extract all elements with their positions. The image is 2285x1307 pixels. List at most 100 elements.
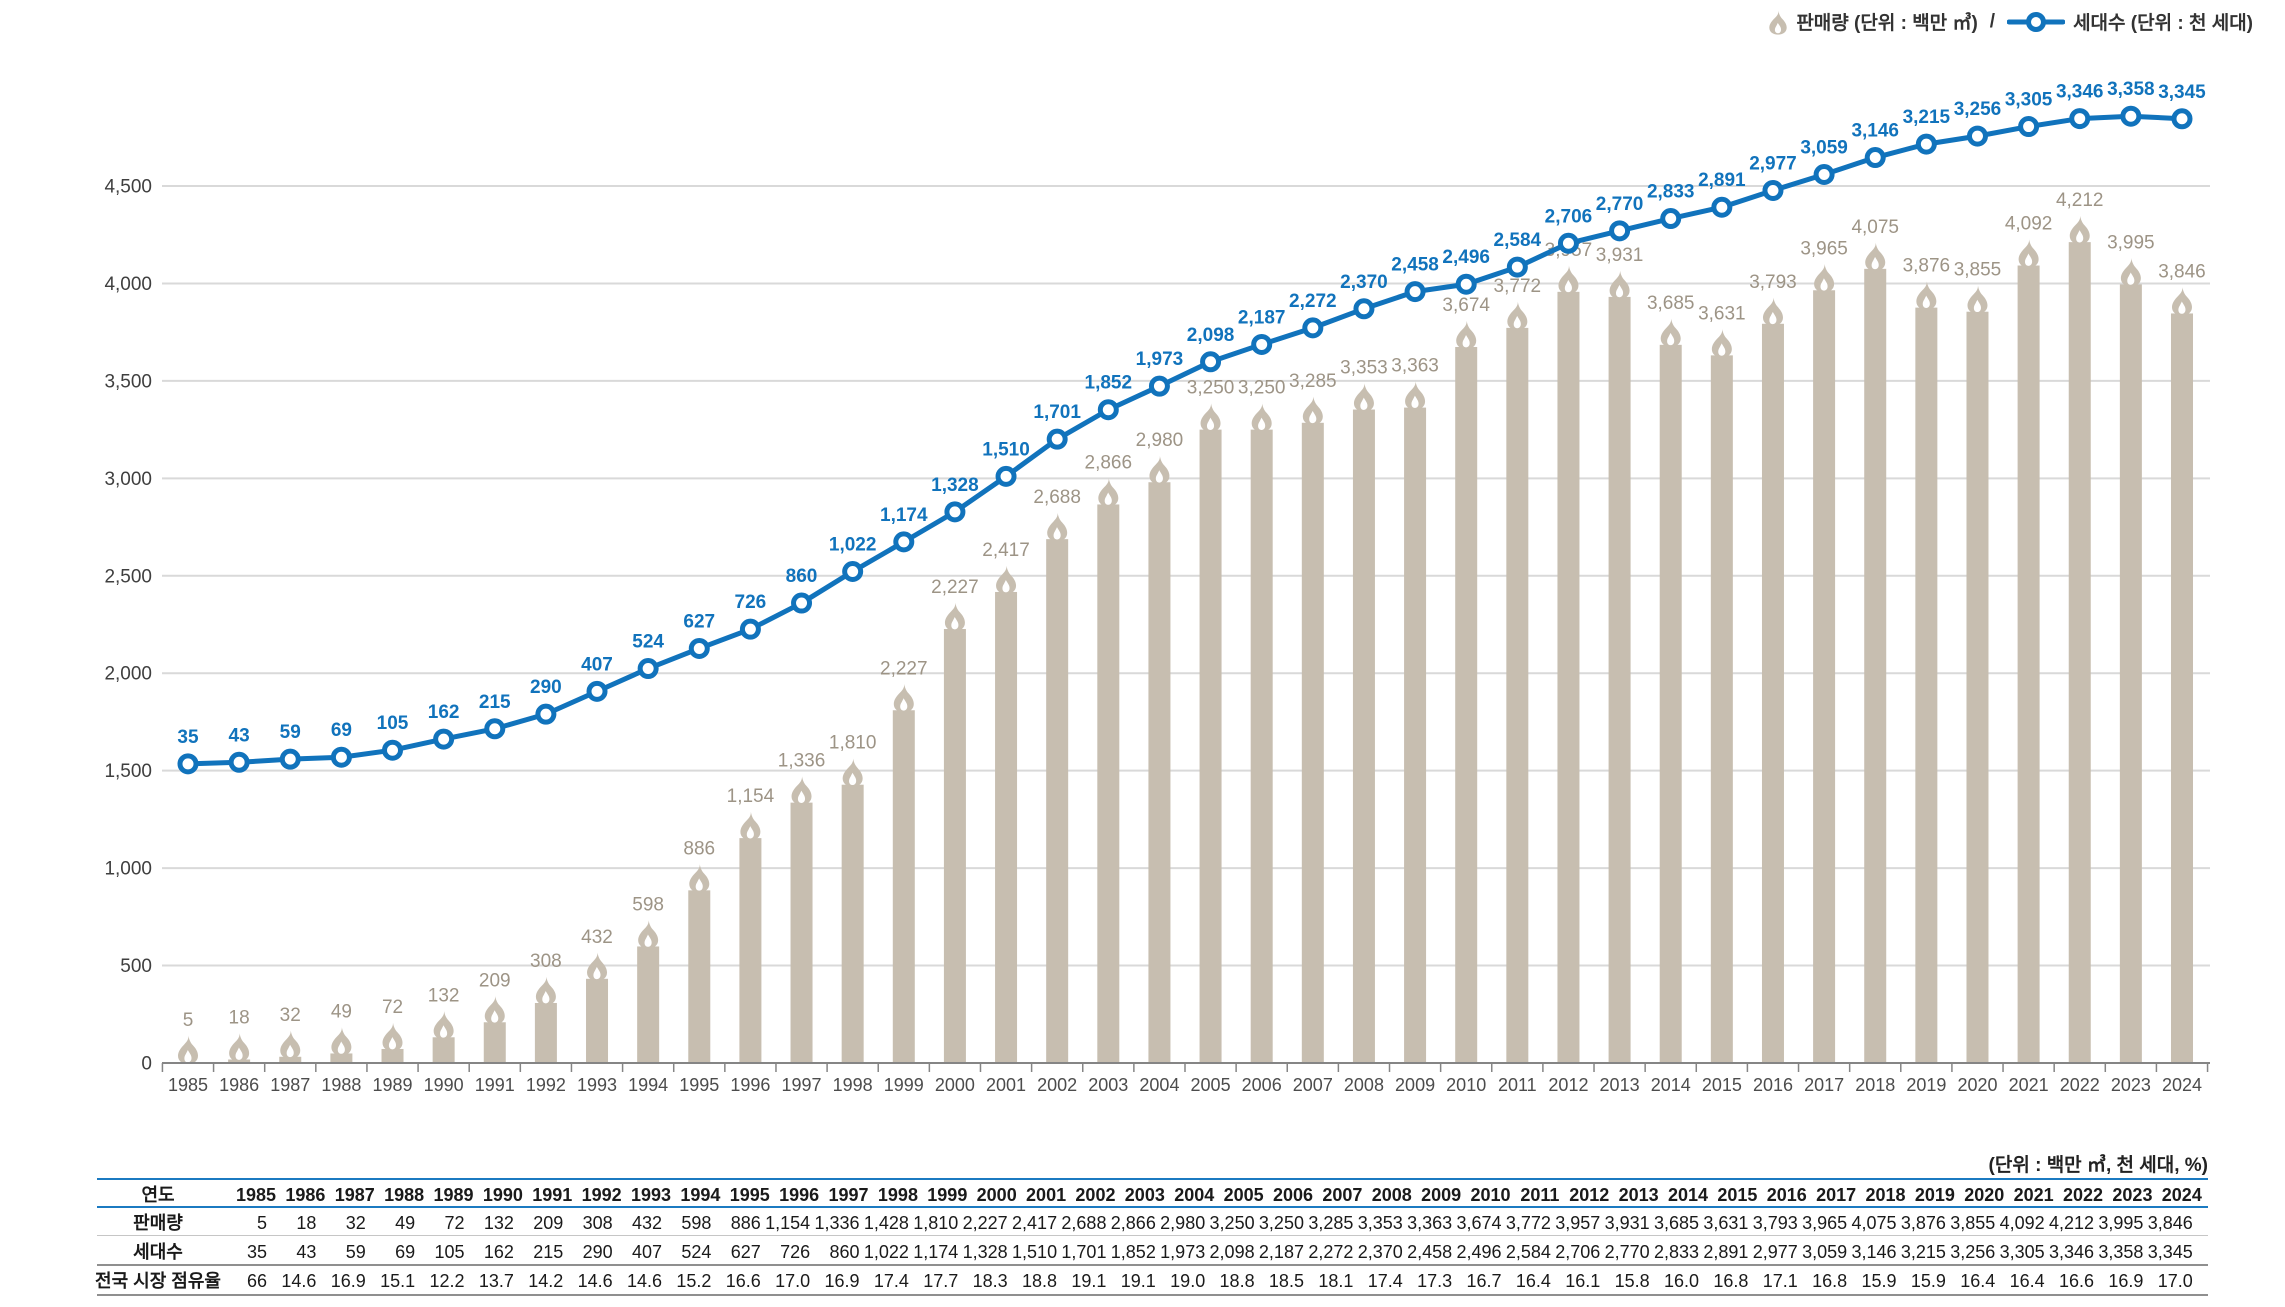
bar-flame-icon xyxy=(996,563,1017,594)
flame-outer xyxy=(1405,379,1426,410)
bar-flame-icon xyxy=(638,918,659,949)
bar-value-label: 3,353 xyxy=(1340,358,1388,379)
table-cell-sales: 1,336 xyxy=(814,1213,860,1233)
flame-inner xyxy=(849,772,857,786)
flame-outer xyxy=(1353,381,1374,412)
table-cell-market-share: 15.1 xyxy=(380,1271,416,1291)
y-tick-label: 4,500 xyxy=(104,177,152,198)
bar-flame-icon xyxy=(893,682,914,713)
flame-outer xyxy=(689,862,710,893)
table-year-header: 2003 xyxy=(1124,1185,1165,1205)
bar-group: 886 xyxy=(683,838,715,1063)
line-value-label: 2,496 xyxy=(1442,247,1490,268)
year-label: 1987 xyxy=(270,1075,310,1095)
table-year-header: 2023 xyxy=(2112,1185,2153,1205)
bar-value-label: 3,793 xyxy=(1749,272,1797,293)
flame-inner xyxy=(1002,579,1010,593)
line-marker xyxy=(177,753,199,775)
bar-value-label: 3,363 xyxy=(1391,356,1439,377)
table-cell-market-share: 16.9 xyxy=(824,1271,860,1291)
table-cell-market-share: 66 xyxy=(246,1271,267,1291)
table-row-header: 세대수 xyxy=(133,1242,183,1262)
bar-flame-icon xyxy=(1711,327,1732,358)
flame-outer xyxy=(1200,401,1221,432)
line-value-label: 2,272 xyxy=(1289,291,1337,312)
table-cell-market-share: 17.1 xyxy=(1762,1271,1798,1291)
table-cell-households: 2,706 xyxy=(1555,1242,1601,1262)
table-cell-sales: 3,363 xyxy=(1407,1213,1453,1233)
table-cell-sales: 3,353 xyxy=(1357,1213,1403,1233)
line-marker xyxy=(1915,133,1937,155)
bar-group: 3,876 xyxy=(1903,256,1950,1063)
table-cell-households: 860 xyxy=(829,1242,860,1262)
flame-outer xyxy=(1711,327,1732,358)
bar xyxy=(1199,429,1222,1064)
bar-value-label: 3,285 xyxy=(1289,371,1337,392)
table-cell-sales: 3,631 xyxy=(1703,1213,1749,1233)
bar xyxy=(688,890,711,1063)
legend-sales-label: 판매량 (단위 : 백만 ㎥) xyxy=(1796,13,1978,34)
bar xyxy=(1352,409,1375,1063)
table-cell-households: 69 xyxy=(395,1242,416,1262)
table-cell-households: 2,187 xyxy=(1258,1242,1304,1262)
bar-flame-icon xyxy=(1507,299,1528,330)
table-cell-sales: 3,772 xyxy=(1505,1213,1551,1233)
line-value-label: 726 xyxy=(735,592,767,613)
table-year-header: 2012 xyxy=(1569,1185,1610,1205)
year-label: 1999 xyxy=(884,1075,924,1095)
flame-inner xyxy=(1922,295,1930,308)
table-cell-sales: 2,688 xyxy=(1061,1213,1107,1233)
table-cell-households: 59 xyxy=(345,1242,366,1262)
table-cell-sales: 4,075 xyxy=(1851,1213,1897,1233)
table-cell-sales: 18 xyxy=(296,1213,317,1233)
bar-value-label: 2,980 xyxy=(1136,430,1184,451)
line-marker xyxy=(1557,232,1579,254)
table-cell-households: 35 xyxy=(246,1242,267,1262)
line-value-label: 3,256 xyxy=(1954,99,2002,120)
line-marker xyxy=(1097,399,1119,421)
table-cell-market-share: 12.2 xyxy=(429,1271,465,1291)
bar-group: 3,250 xyxy=(1187,378,1234,1064)
bar xyxy=(1710,355,1733,1063)
table-cell-households: 726 xyxy=(780,1242,811,1262)
year-label: 1994 xyxy=(628,1075,668,1095)
bar xyxy=(586,978,609,1063)
bar-group: 3,353 xyxy=(1340,358,1388,1063)
combo-chart: 0 500 1,000 1,500 2,000 2,500 3,000 3,500 4,000 4… xyxy=(104,79,2210,1095)
bar-flame-icon xyxy=(2120,256,2141,287)
bar xyxy=(943,628,966,1063)
flame-outer xyxy=(791,774,812,805)
year-label: 1993 xyxy=(577,1075,617,1095)
bar xyxy=(330,1053,353,1063)
bar-value-label: 886 xyxy=(683,838,715,859)
table-cell-households: 1,973 xyxy=(1160,1242,1206,1262)
flame-inner xyxy=(337,1041,345,1054)
bar-value-label: 308 xyxy=(530,951,562,972)
bar xyxy=(1506,327,1529,1063)
year-label: 2006 xyxy=(1242,1075,1282,1095)
table-cell-sales: 5 xyxy=(256,1213,267,1233)
table-cell-households: 1,022 xyxy=(863,1242,909,1262)
table-cell-sales: 4,212 xyxy=(2049,1213,2095,1233)
year-label: 1985 xyxy=(168,1075,208,1095)
table-year-header: 1997 xyxy=(828,1185,869,1205)
year-label: 2023 xyxy=(2111,1075,2151,1095)
bar xyxy=(1966,311,1989,1063)
line-value-label: 69 xyxy=(331,720,352,741)
table-year-header: 1996 xyxy=(779,1185,820,1205)
line-marker xyxy=(739,618,761,640)
table-cell-sales: 2,417 xyxy=(1012,1213,1058,1233)
bar xyxy=(739,838,762,1063)
line-marker xyxy=(893,531,915,553)
line-value-label: 2,770 xyxy=(1596,194,1644,215)
flame-outer xyxy=(1916,279,1937,310)
bar-flame-icon xyxy=(842,756,863,787)
flame-inner xyxy=(2178,301,2186,314)
table-cell-market-share: 17.7 xyxy=(923,1271,959,1291)
table-cell-market-share: 15.2 xyxy=(676,1271,712,1291)
flame-inner xyxy=(184,1050,192,1063)
table-cell-market-share: 18.5 xyxy=(1268,1271,1304,1291)
bar-value-label: 3,631 xyxy=(1698,303,1746,324)
bar xyxy=(279,1056,302,1063)
table-cell-market-share: 14.6 xyxy=(577,1271,613,1291)
